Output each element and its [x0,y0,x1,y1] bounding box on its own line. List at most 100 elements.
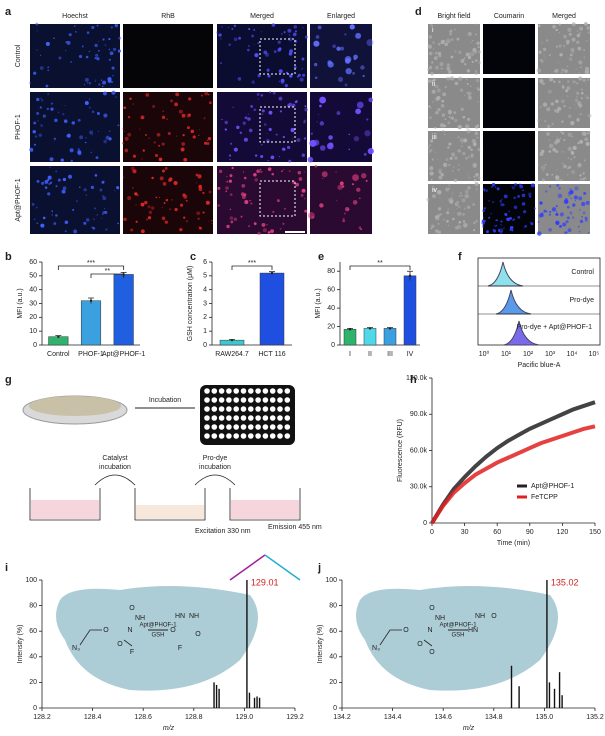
step-label: Emission 455 nm [268,524,322,531]
speckle [292,103,296,107]
speckle [310,132,314,135]
speckle [342,219,346,223]
x-tick-label: 129.0 [236,714,254,721]
speckle [266,133,268,135]
well [284,388,291,394]
speckle [197,174,202,179]
speckle [275,133,278,136]
speckle [93,218,95,220]
speckle [251,80,255,84]
speckle [584,69,590,75]
speckle [521,202,526,206]
speckle [105,228,108,231]
speckle [434,126,437,129]
speckle [108,130,111,132]
scheme-i [56,586,258,691]
speckle [49,181,53,184]
speckle [154,153,158,158]
well [277,424,283,430]
y-tick-label: 100 [325,577,337,584]
speckle [439,123,445,128]
speckle [482,188,486,191]
well [233,415,239,421]
speckle [296,75,299,78]
speckle [576,82,579,85]
speckle [36,30,38,32]
speckle [541,42,543,44]
speckle [428,51,433,56]
speckle [253,172,257,177]
speckle [94,57,97,60]
speckle [578,103,583,108]
speckle [175,92,180,97]
speckle [207,220,209,222]
well [262,415,269,421]
speckle [50,102,54,105]
speckle [40,124,43,127]
speckle [203,117,206,120]
speckle [561,150,564,153]
speckle [560,179,563,182]
speckle [248,28,251,31]
y-tick-label: 0 [33,705,37,712]
y-tick-label: 20 [29,679,37,686]
speckle [428,65,433,70]
speckle [77,150,82,155]
micrograph [30,24,120,88]
well [233,388,239,394]
speckle [565,231,568,234]
speckle [570,47,575,53]
speckle [561,120,563,123]
speckle [159,176,164,181]
speckle [122,176,125,178]
speckle [582,172,585,175]
speckle [53,37,55,40]
speckle [524,224,528,228]
histogram-label: Pro-dye + Apt@PHOF-1 [517,324,592,331]
well [277,415,283,421]
speckle [565,39,570,44]
y-tick-label: 40 [29,654,37,661]
speckle [462,152,466,156]
well [248,415,254,421]
speckle [319,121,325,126]
speckle [45,84,49,88]
speckle [74,30,77,33]
speckle [68,174,72,179]
speckle [53,222,57,226]
speckle [218,169,223,173]
y-tick-label: 40 [327,305,335,312]
speckle [549,185,551,188]
speckle [461,194,463,197]
x-axis-label: m/z [163,725,175,732]
speckle [96,111,100,115]
speckle [431,137,434,140]
speckle [243,176,247,180]
speckle [273,50,277,53]
bar [80,300,102,346]
speckle [353,135,360,142]
x-tick-label: I [349,351,351,358]
speckle [436,88,441,93]
data-point [89,299,93,302]
speckle [563,138,566,142]
speckle [454,28,456,31]
speckle [42,216,46,220]
speckle [571,169,576,174]
micrograph [30,92,120,162]
speckle [428,144,432,147]
speckle [573,104,575,106]
speckle [267,167,272,171]
well [204,433,210,439]
speckle [435,97,439,102]
micrograph [217,24,307,88]
speckle [574,200,576,202]
speckle [443,124,447,128]
speckle [427,79,432,83]
well [218,433,225,439]
speckle [107,77,112,82]
speckle [148,210,153,215]
speckle [430,23,433,27]
